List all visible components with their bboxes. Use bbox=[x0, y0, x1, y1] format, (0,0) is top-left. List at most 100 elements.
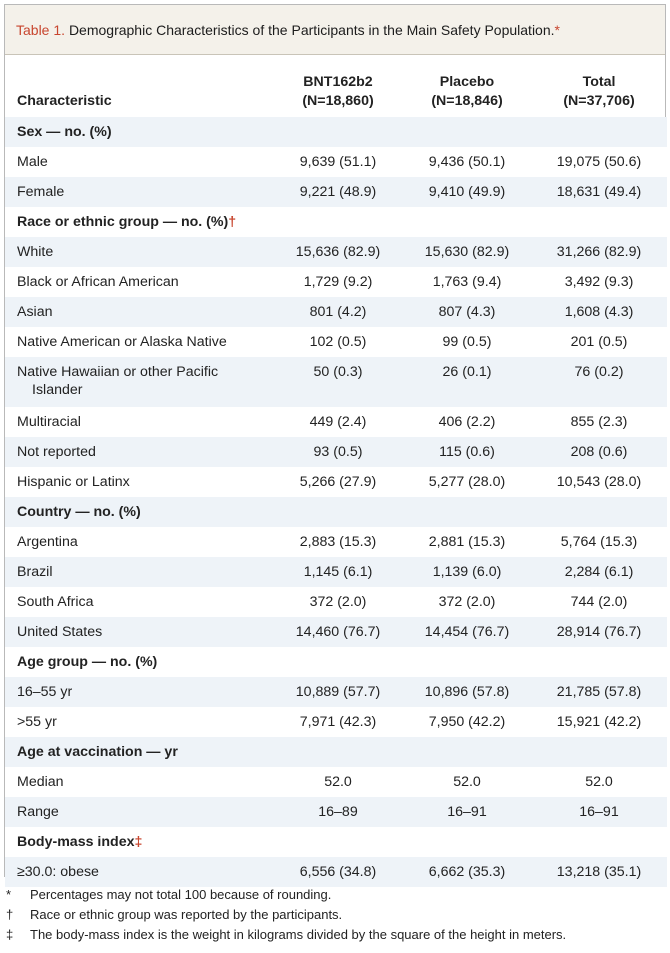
row-label: Multiracial bbox=[5, 407, 273, 437]
section-row: Sex — no. (%) bbox=[5, 117, 667, 147]
cell-bnt162b2: 2,883 (15.3) bbox=[299, 534, 377, 550]
footnote-mark: * bbox=[6, 887, 12, 902]
table-row: Multiracial 449 (2.4) 406 (2.2) 855 (2.3) bbox=[5, 407, 667, 437]
cell-total: 76 (0.2) bbox=[574, 364, 624, 380]
table-number: Table 1. bbox=[16, 22, 66, 38]
label-text: Asian bbox=[17, 304, 53, 320]
cell-placebo: 6,662 (35.3) bbox=[428, 864, 506, 880]
header-col-name: Total bbox=[582, 74, 616, 90]
row-label: Argentina bbox=[5, 527, 273, 557]
table-row: Argentina 2,883 (15.3) 2,881 (15.3) 5,764 (… bbox=[5, 527, 667, 557]
section-row: Body-mass index‡ bbox=[5, 827, 667, 857]
label-text: Age group — no. (%) bbox=[17, 654, 158, 670]
section-row: Race or ethnic group — no. (%)† bbox=[5, 207, 667, 237]
footnote-mark: ‡ bbox=[134, 834, 143, 850]
cell-placebo: 16–91 bbox=[447, 804, 487, 820]
header-characteristic: Characteristic bbox=[17, 93, 112, 109]
cell-bnt162b2: 50 (0.3) bbox=[313, 364, 363, 380]
cell-total: 18,631 (49.4) bbox=[556, 184, 642, 200]
label-text: White bbox=[17, 244, 54, 260]
table-row: Brazil 1,145 (6.1) 1,139 (6.0) 2,284 (6.1) bbox=[5, 557, 667, 587]
label-text: Argentina bbox=[17, 534, 78, 550]
cell-placebo: 115 (0.6) bbox=[439, 444, 495, 460]
label-text: Age at vaccination — yr bbox=[17, 744, 178, 760]
table-row: Female 9,221 (48.9) 9,410 (49.9) 18,631 (49… bbox=[5, 177, 667, 207]
footnotes: * Percentages may not total 100 because o… bbox=[6, 885, 566, 945]
cell-placebo: 807 (4.3) bbox=[438, 304, 496, 320]
cell-placebo: 15,630 (82.9) bbox=[424, 244, 510, 260]
table-row: Male 9,639 (51.1) 9,436 (50.1) 19,075 (50.6… bbox=[5, 147, 667, 177]
cell-total: 19,075 (50.6) bbox=[556, 154, 642, 170]
label-text: South Africa bbox=[17, 594, 94, 610]
cell-total: 15,921 (42.2) bbox=[556, 714, 642, 730]
cell-total: 201 (0.5) bbox=[570, 334, 628, 350]
label-text: Body-mass index bbox=[17, 834, 135, 850]
row-label: >55 yr bbox=[5, 707, 273, 737]
section-spacer bbox=[273, 827, 667, 857]
cell-placebo: 14,454 (76.7) bbox=[424, 624, 510, 640]
header-placebo: Placebo (N=18,846) bbox=[403, 55, 531, 117]
section-spacer bbox=[273, 647, 667, 677]
section-label: Race or ethnic group — no. (%)† bbox=[5, 207, 273, 237]
row-label: Median bbox=[5, 767, 273, 797]
header-total: Total (N=37,706) bbox=[531, 55, 667, 117]
section-spacer bbox=[273, 737, 667, 767]
cell-total: 208 (0.6) bbox=[570, 444, 628, 460]
row-label: White bbox=[5, 237, 273, 267]
cell-placebo: 7,950 (42.2) bbox=[428, 714, 506, 730]
label-text: Not reported bbox=[17, 444, 96, 460]
section-row: Country — no. (%) bbox=[5, 497, 667, 527]
cell-total: 5,764 (15.3) bbox=[560, 534, 638, 550]
demographics-table: Characteristic BNT162b2 (N=18,860) Place… bbox=[5, 55, 667, 887]
section-label: Age at vaccination — yr bbox=[5, 737, 273, 767]
cell-bnt162b2: 372 (2.0) bbox=[309, 594, 367, 610]
footnote: * Percentages may not total 100 because o… bbox=[6, 885, 566, 905]
cell-bnt162b2: 14,460 (76.7) bbox=[295, 624, 381, 640]
table-row: Native American or Alaska Native 102 (0.5… bbox=[5, 327, 667, 357]
cell-total: 13,218 (35.1) bbox=[556, 864, 642, 880]
cell-placebo: 9,436 (50.1) bbox=[428, 154, 506, 170]
table-title: Demographic Characteristics of the Parti… bbox=[68, 22, 555, 38]
section-spacer bbox=[273, 117, 667, 147]
row-label: 16–55 yr bbox=[5, 677, 273, 707]
label-text: Brazil bbox=[17, 564, 53, 580]
row-label: Male bbox=[5, 147, 273, 177]
cell-bnt162b2: 16–89 bbox=[318, 804, 358, 820]
cell-placebo: 10,896 (57.8) bbox=[424, 684, 510, 700]
header-col-n: (N=18,846) bbox=[431, 93, 503, 109]
label-text: United States bbox=[17, 624, 103, 640]
table-caption: Table 1. Demographic Characteristics of … bbox=[5, 5, 665, 55]
cell-placebo: 9,410 (49.9) bbox=[428, 184, 506, 200]
table-row: Asian 801 (4.2) 807 (4.3) 1,608 (4.3) bbox=[5, 297, 667, 327]
footnote: † Race or ethnic group was reported by th… bbox=[6, 905, 566, 925]
footnote-text: The body-mass index is the weight in kil… bbox=[30, 927, 567, 942]
cell-placebo: 406 (2.2) bbox=[438, 414, 496, 430]
table-row: South Africa 372 (2.0) 372 (2.0) 744 (2.0) bbox=[5, 587, 667, 617]
cell-placebo: 5,277 (28.0) bbox=[428, 474, 506, 490]
label-text: ≥30.0: obese bbox=[17, 864, 99, 880]
cell-bnt162b2: 9,221 (48.9) bbox=[299, 184, 377, 200]
cell-bnt162b2: 93 (0.5) bbox=[313, 444, 363, 460]
label-text: Female bbox=[17, 184, 65, 200]
cell-total: 31,266 (82.9) bbox=[556, 244, 642, 260]
cell-bnt162b2: 10,889 (57.7) bbox=[295, 684, 381, 700]
footnote-mark: † bbox=[228, 214, 237, 230]
label-text: Native American or Alaska Native bbox=[17, 334, 227, 350]
cell-bnt162b2: 801 (4.2) bbox=[309, 304, 367, 320]
row-label: Not reported bbox=[5, 437, 273, 467]
row-label: Brazil bbox=[5, 557, 273, 587]
footnote-text: Percentages may not total 100 because of… bbox=[30, 887, 332, 902]
cell-placebo: 1,139 (6.0) bbox=[432, 564, 502, 580]
section-spacer bbox=[273, 207, 667, 237]
cell-placebo: 2,881 (15.3) bbox=[428, 534, 506, 550]
footnote: ‡ The body-mass index is the weight in ki… bbox=[6, 925, 566, 945]
header-bnt162b2: BNT162b2 (N=18,860) bbox=[273, 55, 403, 117]
section-row: Age group — no. (%) bbox=[5, 647, 667, 677]
header-col-n: (N=37,706) bbox=[563, 93, 635, 109]
table-row: >55 yr 7,971 (42.3) 7,950 (42.2) 15,921 (42… bbox=[5, 707, 667, 737]
row-label: Native American or Alaska Native bbox=[5, 327, 273, 357]
table-row: 16–55 yr 10,889 (57.7) 10,896 (57.8) 21,785… bbox=[5, 677, 667, 707]
table-row: Black or African American 1,729 (9.2) 1,76… bbox=[5, 267, 667, 297]
label-text: Median bbox=[17, 774, 64, 790]
header-col-n: (N=18,860) bbox=[302, 93, 374, 109]
